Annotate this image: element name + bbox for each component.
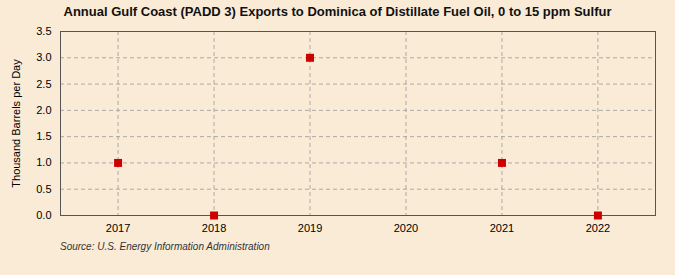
svg-text:3.5: 3.5 — [36, 25, 51, 37]
svg-text:2.5: 2.5 — [36, 78, 51, 90]
html-text:Annual Gulf Coast (PADD 3) Exp: Annual Gulf Coast (PADD 3) Exports to Do… — [63, 4, 612, 19]
svg-text:0.5: 0.5 — [36, 183, 51, 195]
svg-text:0.0: 0.0 — [36, 209, 51, 221]
svg-text:2018: 2018 — [202, 222, 226, 234]
svg-text:2022: 2022 — [586, 222, 610, 234]
svg-text:Thousand Barrels per Day: Thousand Barrels per Day — [10, 59, 22, 188]
svg-text:2020: 2020 — [394, 222, 418, 234]
svg-text:2017: 2017 — [106, 222, 130, 234]
svg-text:1.5: 1.5 — [36, 130, 51, 142]
svg-text:3.0: 3.0 — [36, 51, 51, 63]
svg-text:2019: 2019 — [298, 222, 322, 234]
svg-text:2021: 2021 — [490, 222, 514, 234]
html-text:Source: U.S. Energy Informatio: Source: U.S. Energy Information Administ… — [60, 241, 270, 252]
svg-text:1.0: 1.0 — [36, 156, 51, 168]
svg-text:2.0: 2.0 — [36, 104, 51, 116]
